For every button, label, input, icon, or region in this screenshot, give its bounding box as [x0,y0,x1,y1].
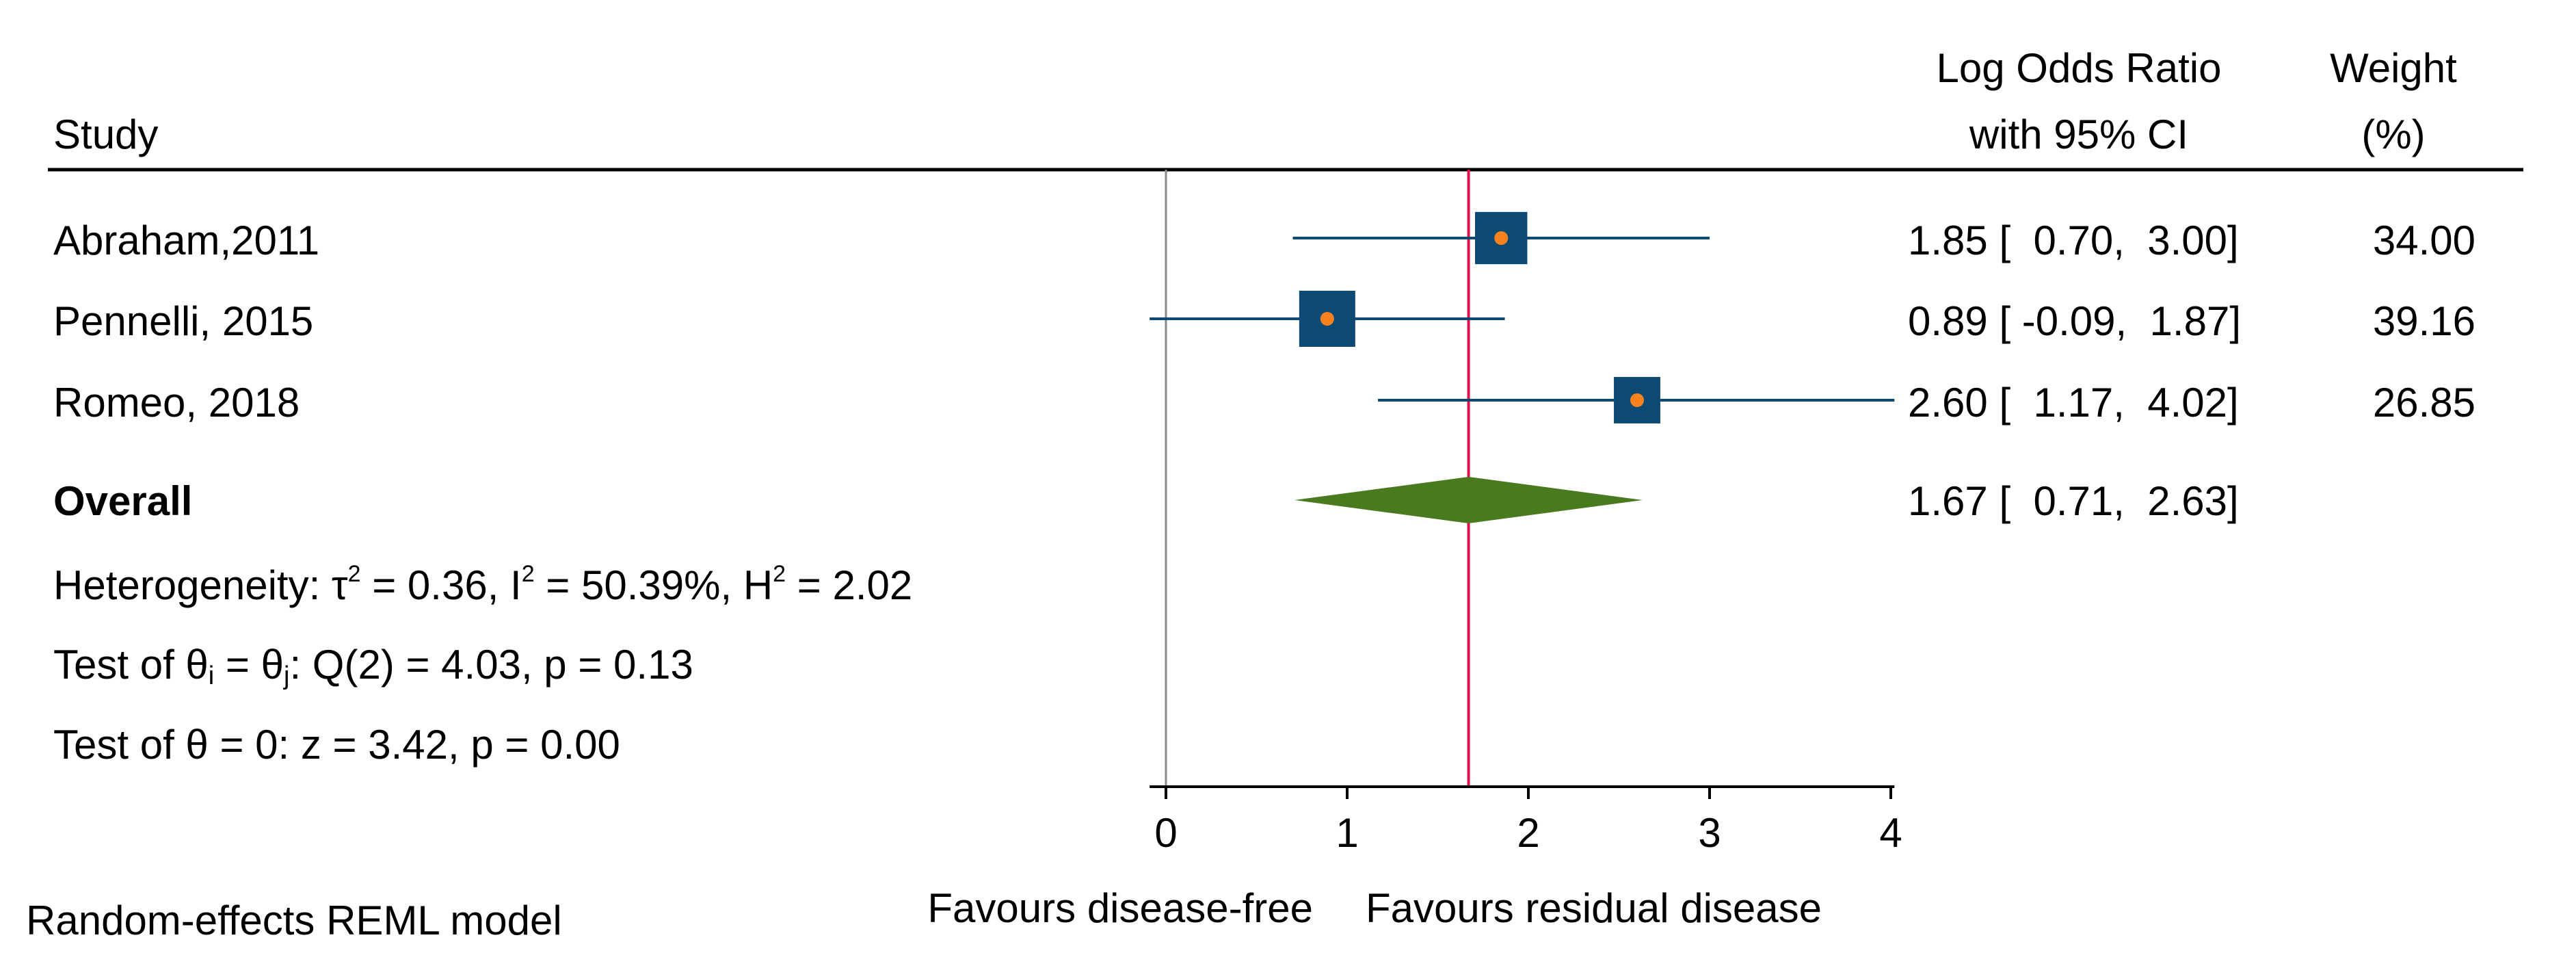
model-note: Random-effects REML model [26,898,562,943]
favours-left-label: Favours disease-free [927,885,1313,931]
study-point-estimate [1494,231,1509,245]
heterogeneity-stats: Heterogeneity: τ2 = 0.36, I2 = 50.39%, H… [53,561,913,608]
study-weight: 26.85 [2372,380,2475,426]
x-axis-tick-label: 2 [1517,810,1539,856]
q-test: Test of θi = θj: Q(2) = 4.03, p = 0.13 [53,642,693,690]
study-ci-text: 2.60 [ 1.17, 4.02] [1908,380,2239,426]
study-weight: 39.16 [2372,298,2475,344]
header-effect-line1: Log Odds Ratio [1936,45,2222,91]
x-axis-tick-label: 4 [1879,810,1902,856]
overall-diamond [1294,477,1643,523]
study-name: Abraham,2011 [53,218,320,263]
favours-right-label: Favours residual disease [1366,885,1822,931]
header-study: Study [53,112,159,157]
study-ci-text: 0.89 [ -0.09, 1.87] [1908,298,2242,344]
study-point-estimate [1320,312,1334,326]
header-weight-line1: Weight [2330,45,2457,91]
overall-label: Overall [53,478,193,524]
overall-ci-text: 1.67 [ 0.71, 2.63] [1908,478,2239,524]
x-axis-tick-label: 1 [1336,810,1358,856]
study-point-estimate [1630,393,1644,407]
study-weight: 34.00 [2372,218,2475,263]
x-axis-tick-label: 3 [1698,810,1721,856]
x-axis-tick-label: 0 [1154,810,1177,856]
header-weight-line2: (%) [2361,112,2426,157]
header-effect-line2: with 95% CI [1969,112,2189,157]
study-name: Pennelli, 2015 [53,298,314,344]
z-test: Test of θ = 0: z = 3.42, p = 0.00 [53,722,620,768]
study-name: Romeo, 2018 [53,380,300,426]
study-ci-text: 1.85 [ 0.70, 3.00] [1908,218,2239,263]
